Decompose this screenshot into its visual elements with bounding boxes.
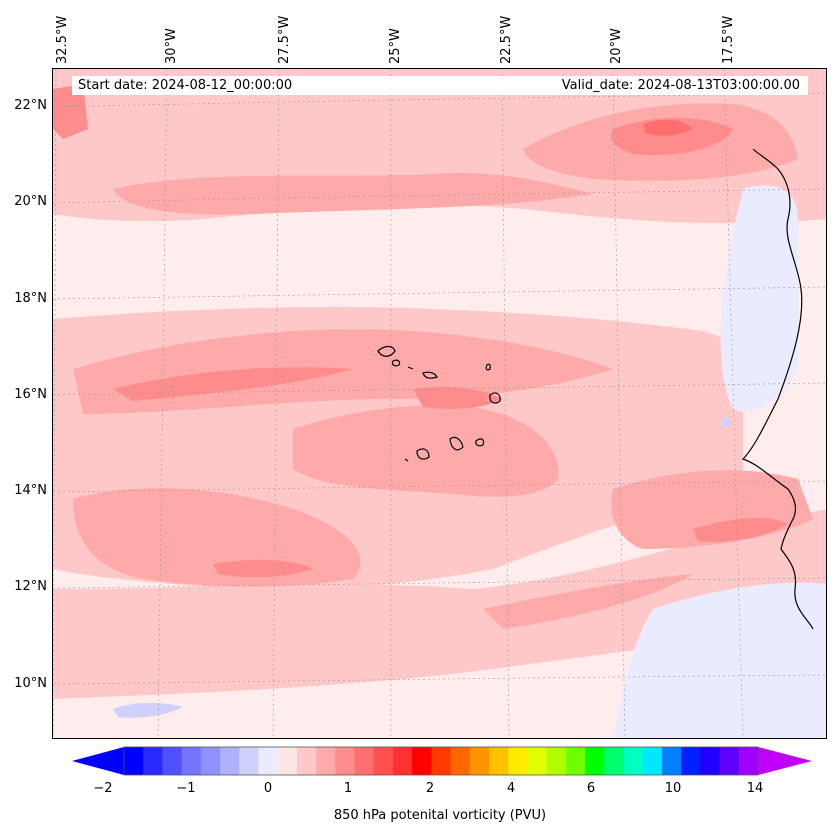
colorbar-tick-10: 10 bbox=[664, 781, 682, 796]
valid-date-label: Valid_date: 2024-08-13T03:00:00.00 bbox=[540, 76, 808, 95]
pv-core-coast bbox=[693, 517, 788, 542]
colorbar-segment bbox=[681, 747, 701, 775]
colorbar-label: 850 hPa potenital vorticity (PVU) bbox=[333, 808, 547, 823]
lat-label-14n: 14°N bbox=[14, 483, 47, 498]
colorbar-segment bbox=[335, 747, 356, 775]
lon-label-32-5w: 32.5°W bbox=[55, 15, 70, 64]
colorbar-tick-14: 14 bbox=[746, 781, 764, 796]
colorbar-segment bbox=[316, 747, 336, 775]
pv-core-peak bbox=[643, 119, 693, 136]
colorbar-segment bbox=[258, 747, 279, 775]
colorbar-tick-0: 0 bbox=[263, 781, 273, 796]
colorbar-low-arrow bbox=[72, 747, 124, 775]
colorbar-segment bbox=[162, 747, 183, 775]
colorbar-segment bbox=[450, 747, 471, 775]
lon-label-17-5w: 17.5°W bbox=[721, 15, 736, 64]
pv-streak-south bbox=[483, 574, 693, 629]
colorbar-segment bbox=[469, 747, 490, 775]
colorbar-segment bbox=[508, 747, 528, 775]
colorbar-segment bbox=[585, 747, 605, 775]
colorbar-segment bbox=[546, 747, 567, 775]
colorbar-high-arrow bbox=[758, 747, 812, 775]
lat-label-18n: 18°N bbox=[14, 291, 47, 306]
colorbar-frame bbox=[123, 746, 759, 776]
africa-coastline bbox=[741, 148, 814, 630]
colorbar-segment bbox=[642, 747, 663, 775]
pv-blob-southwest bbox=[73, 488, 361, 587]
colorbar bbox=[72, 746, 812, 776]
colorbar-segment bbox=[604, 747, 625, 775]
lat-label-22n: 22°N bbox=[14, 98, 47, 113]
lon-label-20w: 20°W bbox=[609, 28, 624, 64]
pv-blob-islands bbox=[293, 405, 559, 497]
colorbar-segment bbox=[623, 747, 644, 775]
colorbar-tick-neg1: −1 bbox=[176, 781, 196, 796]
pv-streak-north bbox=[113, 173, 593, 215]
lat-label-12n: 12°N bbox=[14, 579, 47, 594]
map-panel[interactable] bbox=[52, 68, 827, 739]
colorbar-segment bbox=[700, 747, 721, 775]
pv-core-north-east bbox=[611, 117, 733, 156]
colorbar-segment bbox=[489, 747, 509, 775]
pv-negative-southwest bbox=[113, 702, 183, 718]
colorbar-segment bbox=[143, 747, 163, 775]
pv-band-south bbox=[53, 509, 826, 699]
colorbar-segment bbox=[719, 747, 740, 775]
lat-label-16n: 16°N bbox=[14, 387, 47, 402]
colorbar-segment bbox=[527, 747, 548, 775]
lat-label-10n: 10°N bbox=[14, 676, 47, 691]
colorbar-segment bbox=[431, 747, 452, 775]
pv-negative-southeast bbox=[613, 582, 826, 738]
colorbar-segment bbox=[277, 747, 298, 775]
colorbar-segment bbox=[181, 747, 202, 775]
start-date-label: Start date: 2024-08-12_00:00:00 bbox=[72, 76, 542, 95]
colorbar-segment bbox=[661, 747, 682, 775]
lon-label-30w: 30°W bbox=[164, 28, 179, 64]
colorbar-segment bbox=[220, 747, 240, 775]
pv-core-central bbox=[113, 367, 353, 401]
colorbar-tick-1: 1 bbox=[343, 781, 353, 796]
pv-core-southwest bbox=[213, 559, 313, 578]
colorbar-tick-4: 4 bbox=[506, 781, 516, 796]
colorbar-segment bbox=[124, 747, 144, 775]
colorbar-segments bbox=[124, 747, 759, 775]
colorbar-segment bbox=[373, 747, 394, 775]
graticule bbox=[53, 69, 826, 738]
pv-field-map bbox=[53, 69, 826, 738]
colorbar-segment bbox=[412, 747, 432, 775]
lat-label-20n: 20°N bbox=[14, 194, 47, 209]
colorbar-segment bbox=[239, 747, 259, 775]
lon-label-27-5w: 27.5°W bbox=[277, 15, 292, 64]
cape-verde-islands bbox=[377, 345, 501, 462]
colorbar-tick-neg2: −2 bbox=[93, 781, 113, 796]
lon-label-22-5w: 22.5°W bbox=[499, 15, 514, 64]
pv-negative-spot-east bbox=[720, 417, 731, 428]
pv-negative-east bbox=[720, 185, 798, 412]
colorbar-tick-2: 2 bbox=[425, 781, 435, 796]
colorbar-segment bbox=[392, 747, 413, 775]
pv-core-islands bbox=[413, 387, 503, 409]
colorbar-segment bbox=[200, 747, 221, 775]
pv-core-northwest bbox=[53, 84, 88, 139]
colorbar-segment bbox=[738, 747, 759, 775]
lon-label-25w: 25°W bbox=[388, 28, 403, 64]
colorbar-tick-6: 6 bbox=[586, 781, 596, 796]
colorbar-segment bbox=[565, 747, 586, 775]
colorbar-segment bbox=[354, 747, 375, 775]
colorbar-segment bbox=[296, 747, 317, 775]
